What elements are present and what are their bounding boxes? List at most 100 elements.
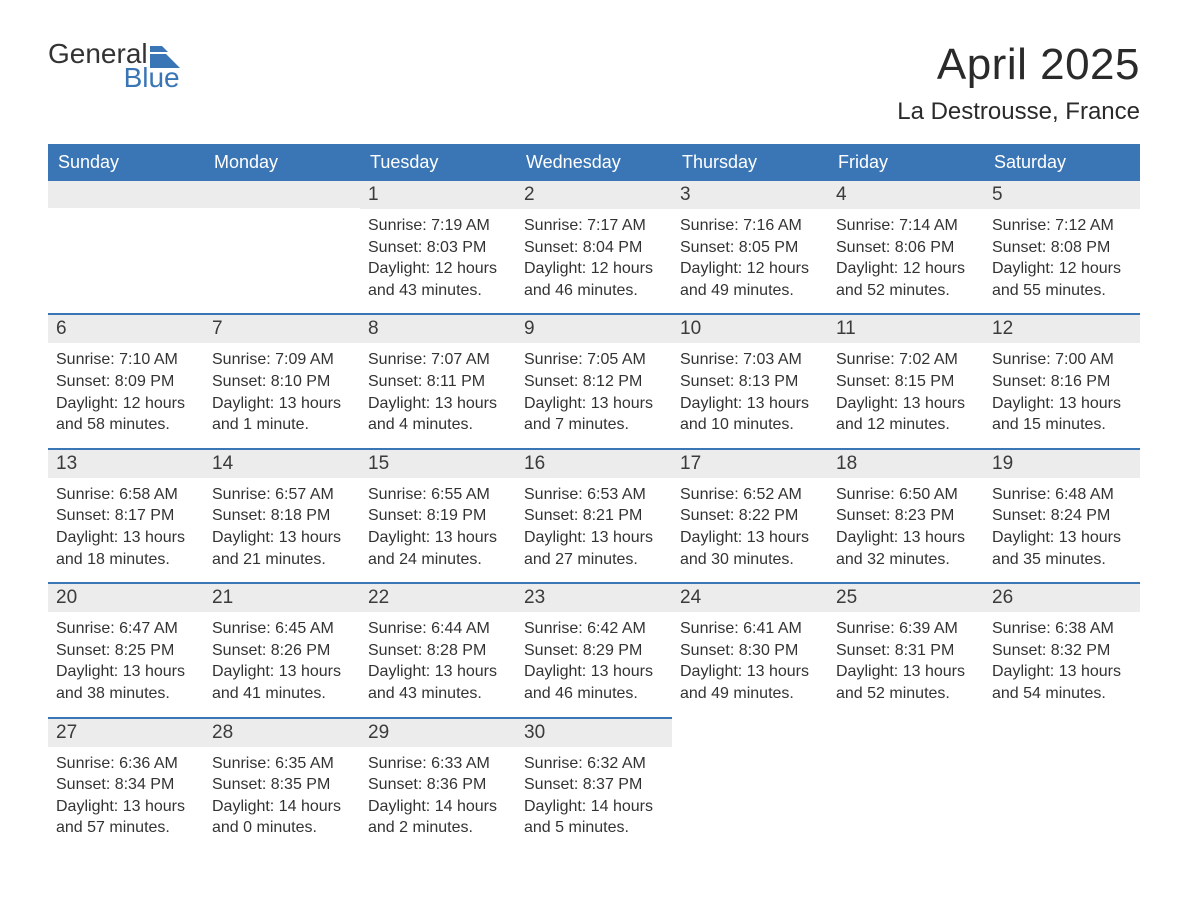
sunrise-text: Sunrise: 7:14 AM (836, 215, 976, 237)
sunrise-text: Sunrise: 6:39 AM (836, 618, 976, 640)
daylight-text: Daylight: 12 hours and 52 minutes. (836, 258, 976, 301)
daylight-text: Daylight: 13 hours and 46 minutes. (524, 661, 664, 704)
day-cell: 13Sunrise: 6:58 AMSunset: 8:17 PMDayligh… (48, 448, 204, 582)
day-cell: 12Sunrise: 7:00 AMSunset: 8:16 PMDayligh… (984, 313, 1140, 447)
day-cell: 20Sunrise: 6:47 AMSunset: 8:25 PMDayligh… (48, 582, 204, 716)
day-cell: 24Sunrise: 6:41 AMSunset: 8:30 PMDayligh… (672, 582, 828, 716)
day-body: Sunrise: 7:07 AMSunset: 8:11 PMDaylight:… (360, 343, 516, 447)
day-cell (672, 717, 828, 851)
day-cell: 5Sunrise: 7:12 AMSunset: 8:08 PMDaylight… (984, 181, 1140, 313)
day-number: 6 (48, 313, 204, 343)
sunrise-text: Sunrise: 6:58 AM (56, 484, 196, 506)
daylight-text: Daylight: 13 hours and 24 minutes. (368, 527, 508, 570)
day-number: 17 (672, 448, 828, 478)
day-cell: 3Sunrise: 7:16 AMSunset: 8:05 PMDaylight… (672, 181, 828, 313)
day-number: 27 (48, 717, 204, 747)
day-body: Sunrise: 7:00 AMSunset: 8:16 PMDaylight:… (984, 343, 1140, 447)
title-block: April 2025 La Destrousse, France (897, 40, 1140, 126)
day-number: 11 (828, 313, 984, 343)
day-number: 23 (516, 582, 672, 612)
day-cell: 30Sunrise: 6:32 AMSunset: 8:37 PMDayligh… (516, 717, 672, 851)
sunrise-text: Sunrise: 6:53 AM (524, 484, 664, 506)
daylight-text: Daylight: 13 hours and 49 minutes. (680, 661, 820, 704)
sunrise-text: Sunrise: 6:47 AM (56, 618, 196, 640)
page-header: General Blue April 2025 La Destrousse, F… (48, 40, 1140, 126)
day-cell: 10Sunrise: 7:03 AMSunset: 8:13 PMDayligh… (672, 313, 828, 447)
sunset-text: Sunset: 8:06 PM (836, 237, 976, 259)
day-number: 9 (516, 313, 672, 343)
sunset-text: Sunset: 8:21 PM (524, 505, 664, 527)
day-body: Sunrise: 7:17 AMSunset: 8:04 PMDaylight:… (516, 209, 672, 313)
day-number: 20 (48, 582, 204, 612)
day-number: 29 (360, 717, 516, 747)
sunset-text: Sunset: 8:35 PM (212, 774, 352, 796)
day-number: 28 (204, 717, 360, 747)
sunset-text: Sunset: 8:23 PM (836, 505, 976, 527)
daylight-text: Daylight: 13 hours and 52 minutes. (836, 661, 976, 704)
day-cell: 21Sunrise: 6:45 AMSunset: 8:26 PMDayligh… (204, 582, 360, 716)
daylight-text: Daylight: 13 hours and 21 minutes. (212, 527, 352, 570)
daylight-text: Daylight: 12 hours and 43 minutes. (368, 258, 508, 301)
day-body: Sunrise: 6:52 AMSunset: 8:22 PMDaylight:… (672, 478, 828, 582)
daylight-text: Daylight: 13 hours and 41 minutes. (212, 661, 352, 704)
day-number: 25 (828, 582, 984, 612)
daylight-text: Daylight: 13 hours and 12 minutes. (836, 393, 976, 436)
day-cell: 16Sunrise: 6:53 AMSunset: 8:21 PMDayligh… (516, 448, 672, 582)
sunset-text: Sunset: 8:26 PM (212, 640, 352, 662)
day-number: 4 (828, 181, 984, 209)
daylight-text: Daylight: 14 hours and 0 minutes. (212, 796, 352, 839)
day-number: 14 (204, 448, 360, 478)
sunrise-text: Sunrise: 7:12 AM (992, 215, 1132, 237)
day-cell: 29Sunrise: 6:33 AMSunset: 8:36 PMDayligh… (360, 717, 516, 851)
day-body: Sunrise: 6:48 AMSunset: 8:24 PMDaylight:… (984, 478, 1140, 582)
sunrise-text: Sunrise: 6:50 AM (836, 484, 976, 506)
day-body: Sunrise: 6:53 AMSunset: 8:21 PMDaylight:… (516, 478, 672, 582)
day-body: Sunrise: 7:14 AMSunset: 8:06 PMDaylight:… (828, 209, 984, 313)
day-body: Sunrise: 7:02 AMSunset: 8:15 PMDaylight:… (828, 343, 984, 447)
day-body: Sunrise: 7:19 AMSunset: 8:03 PMDaylight:… (360, 209, 516, 313)
day-cell: 27Sunrise: 6:36 AMSunset: 8:34 PMDayligh… (48, 717, 204, 851)
day-body: Sunrise: 7:03 AMSunset: 8:13 PMDaylight:… (672, 343, 828, 447)
sunset-text: Sunset: 8:29 PM (524, 640, 664, 662)
day-body: Sunrise: 6:38 AMSunset: 8:32 PMDaylight:… (984, 612, 1140, 716)
sunrise-text: Sunrise: 6:33 AM (368, 753, 508, 775)
sunrise-text: Sunrise: 7:03 AM (680, 349, 820, 371)
title-month: April 2025 (897, 40, 1140, 90)
day-number: 15 (360, 448, 516, 478)
weekday-header: Tuesday (360, 144, 516, 181)
weekday-header: Monday (204, 144, 360, 181)
sunrise-text: Sunrise: 6:52 AM (680, 484, 820, 506)
weekday-header: Thursday (672, 144, 828, 181)
day-body: Sunrise: 6:33 AMSunset: 8:36 PMDaylight:… (360, 747, 516, 851)
day-body: Sunrise: 7:12 AMSunset: 8:08 PMDaylight:… (984, 209, 1140, 313)
daylight-text: Daylight: 13 hours and 43 minutes. (368, 661, 508, 704)
sunrise-text: Sunrise: 7:02 AM (836, 349, 976, 371)
week-row: 1Sunrise: 7:19 AMSunset: 8:03 PMDaylight… (48, 181, 1140, 313)
day-number: 1 (360, 181, 516, 209)
day-cell (984, 717, 1140, 851)
day-body: Sunrise: 6:32 AMSunset: 8:37 PMDaylight:… (516, 747, 672, 851)
daylight-text: Daylight: 13 hours and 7 minutes. (524, 393, 664, 436)
day-number: 13 (48, 448, 204, 478)
sunrise-text: Sunrise: 6:36 AM (56, 753, 196, 775)
weekday-header-row: SundayMondayTuesdayWednesdayThursdayFrid… (48, 144, 1140, 181)
sunset-text: Sunset: 8:10 PM (212, 371, 352, 393)
day-number: 19 (984, 448, 1140, 478)
day-number: 18 (828, 448, 984, 478)
weeks-container: 1Sunrise: 7:19 AMSunset: 8:03 PMDaylight… (48, 181, 1140, 851)
day-cell: 14Sunrise: 6:57 AMSunset: 8:18 PMDayligh… (204, 448, 360, 582)
weekday-header: Saturday (984, 144, 1140, 181)
daylight-text: Daylight: 12 hours and 58 minutes. (56, 393, 196, 436)
sunset-text: Sunset: 8:31 PM (836, 640, 976, 662)
weekday-header: Sunday (48, 144, 204, 181)
sunrise-text: Sunrise: 7:10 AM (56, 349, 196, 371)
week-row: 13Sunrise: 6:58 AMSunset: 8:17 PMDayligh… (48, 448, 1140, 582)
day-cell: 26Sunrise: 6:38 AMSunset: 8:32 PMDayligh… (984, 582, 1140, 716)
week-row: 20Sunrise: 6:47 AMSunset: 8:25 PMDayligh… (48, 582, 1140, 716)
day-cell (48, 181, 204, 313)
weekday-header: Wednesday (516, 144, 672, 181)
day-cell: 25Sunrise: 6:39 AMSunset: 8:31 PMDayligh… (828, 582, 984, 716)
day-number: 8 (360, 313, 516, 343)
daylight-text: Daylight: 13 hours and 57 minutes. (56, 796, 196, 839)
day-body: Sunrise: 6:39 AMSunset: 8:31 PMDaylight:… (828, 612, 984, 716)
